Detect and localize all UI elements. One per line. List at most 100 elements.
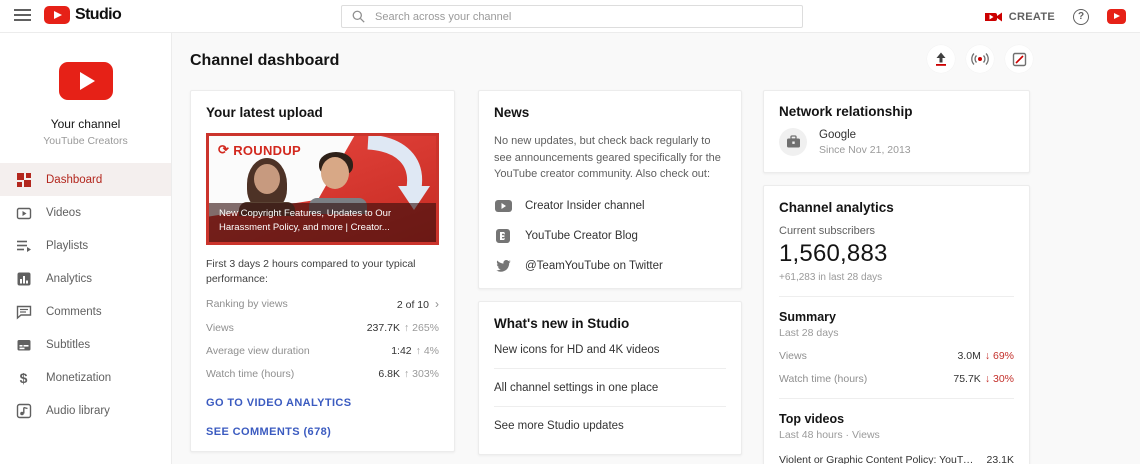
summary-views-row: Views 3.0M ↓ 69%: [779, 350, 1014, 362]
search-icon: [352, 10, 365, 23]
search-input[interactable]: [375, 10, 792, 23]
top-videos-period: Last 48 hours · Views: [779, 429, 880, 441]
sidebar-item-label: Comments: [46, 305, 102, 318]
help-icon[interactable]: ?: [1073, 8, 1089, 25]
creator-blog-link[interactable]: YouTube Creator Blog: [494, 228, 726, 243]
sidebar-item-playlists[interactable]: Playlists: [0, 229, 171, 262]
channel-analytics-card: Channel analytics Current subscribers 1,…: [763, 185, 1030, 464]
channel-name: Your channel: [50, 117, 121, 131]
creator-insider-link[interactable]: Creator Insider channel: [494, 199, 726, 212]
edit-icon: [1012, 52, 1026, 66]
video-thumbnail[interactable]: ⟳ ROUNDUP New Copyright Features, Update…: [206, 133, 439, 245]
person-left: [239, 158, 295, 216]
topbar: Studio CREATE ?: [0, 0, 1140, 33]
network-relationship-card: Network relationship Google Since Nov 21…: [763, 90, 1030, 173]
subtitles-icon: [15, 336, 32, 353]
thumbnail-badge: ⟳ ROUNDUP: [218, 142, 302, 158]
see-comments-link[interactable]: SEE COMMENTS (678): [206, 426, 332, 439]
sidebar-item-label: Dashboard: [46, 173, 103, 186]
live-icon: [971, 53, 989, 65]
network-name: Google: [819, 128, 857, 141]
sidebar-nav: Dashboard Videos Playlists Analytics Com…: [0, 163, 171, 427]
videos-icon: [15, 204, 32, 221]
sidebar-item-label: Audio library: [46, 404, 110, 417]
up-arrow-icon: ↑: [415, 345, 421, 358]
sidebar-item-dashboard[interactable]: Dashboard: [0, 163, 171, 196]
blog-icon: [494, 228, 512, 243]
upload-video-button[interactable]: [927, 45, 955, 73]
youtube-channel-icon: [494, 199, 512, 212]
ranking-row[interactable]: Ranking by views 2 of 10 ›: [206, 297, 439, 312]
sidebar-item-audio-library[interactable]: Audio library: [0, 394, 171, 427]
sidebar-item-subtitles[interactable]: Subtitles: [0, 328, 171, 361]
twitter-link[interactable]: @TeamYouTube on Twitter: [494, 259, 726, 272]
analytics-icon: [15, 270, 32, 287]
edit-button[interactable]: [1005, 45, 1033, 73]
twitter-icon: [494, 259, 512, 272]
subscribers-label: Current subscribers: [779, 225, 875, 237]
go-live-button[interactable]: [966, 45, 994, 73]
card-title: News: [494, 105, 530, 120]
performance-note: First 3 days 2 hours compared to your ty…: [206, 258, 416, 285]
account-avatar[interactable]: [1107, 9, 1126, 24]
summary-watch-time-row: Watch time (hours) 75.7K ↓ 30%: [779, 373, 1014, 385]
up-arrow-icon: ↑: [403, 322, 410, 335]
create-camera-icon: [984, 12, 1002, 21]
sidebar-item-label: Videos: [46, 206, 81, 219]
top-video-row[interactable]: Violent or Graphic Content Policy: YouTu…: [779, 454, 1014, 464]
youtube-logo-icon: [44, 6, 70, 24]
comments-icon: [15, 303, 32, 320]
sidebar-item-label: Monetization: [46, 371, 112, 384]
up-arrow-icon: ↑: [403, 368, 410, 381]
chevron-right-icon: ›: [435, 297, 439, 312]
divider: [779, 398, 1014, 399]
sidebar-item-label: Playlists: [46, 239, 89, 252]
top-video-title: Violent or Graphic Content Policy: YouTu…: [779, 454, 977, 464]
header-actions: [927, 45, 1033, 73]
create-label: CREATE: [1008, 10, 1055, 23]
card-title: Channel analytics: [779, 200, 894, 215]
down-arrow-icon: ↓: [984, 373, 991, 385]
upload-icon: [936, 52, 946, 66]
network-since: Since Nov 21, 2013: [819, 143, 911, 156]
video-title-overlay: New Copyright Features, Updates to Our H…: [209, 202, 436, 242]
top-video-views: 23.1K: [986, 454, 1014, 464]
card-title: Network relationship: [779, 104, 913, 119]
card-title: Your latest upload: [206, 105, 323, 120]
avg-duration-row: Average view duration 1:42 ↑ 4%: [206, 345, 439, 358]
create-button[interactable]: CREATE: [984, 10, 1055, 23]
page-title: Channel dashboard: [190, 52, 340, 69]
channel-owner: YouTube Creators: [43, 135, 128, 147]
dashboard-icon: [15, 171, 32, 188]
news-card: News No new updates, but check back regu…: [478, 90, 742, 289]
sidebar: Your channel YouTube Creators Dashboard …: [0, 33, 172, 464]
views-row: Views 237.7K ↑ 265%: [206, 322, 439, 335]
sidebar-item-videos[interactable]: Videos: [0, 196, 171, 229]
subscribers-count: 1,560,883: [779, 240, 888, 267]
thumbnail-arrow-graphic: [367, 136, 430, 210]
search-bar: [341, 5, 803, 28]
sidebar-item-monetization[interactable]: $ Monetization: [0, 361, 171, 394]
network-avatar: [779, 128, 807, 156]
whats-new-item[interactable]: All channel settings in one place: [494, 369, 726, 407]
summary-title: Summary: [779, 310, 836, 324]
brand-text: Studio: [75, 6, 122, 23]
channel-avatar[interactable]: [58, 62, 113, 100]
monetization-icon: $: [19, 369, 28, 386]
topbar-actions: CREATE ?: [984, 0, 1126, 33]
card-title: What's new in Studio: [494, 316, 630, 331]
sidebar-item-analytics[interactable]: Analytics: [0, 262, 171, 295]
whats-new-item[interactable]: New icons for HD and 4K videos: [494, 331, 726, 369]
sidebar-item-comments[interactable]: Comments: [0, 295, 171, 328]
see-more-studio-updates-link[interactable]: See more Studio updates: [494, 420, 624, 432]
divider: [779, 296, 1014, 297]
news-body: No new updates, but check back regularly…: [494, 135, 721, 180]
go-to-video-analytics-link[interactable]: GO TO VIDEO ANALYTICS: [206, 397, 352, 410]
down-arrow-icon: ↓: [984, 350, 991, 362]
studio-logo[interactable]: Studio: [44, 6, 122, 24]
briefcase-icon: [786, 135, 800, 148]
subscribers-delta: +61,283 in last 28 days: [779, 272, 883, 283]
sidebar-item-label: Subtitles: [46, 338, 91, 351]
menu-icon[interactable]: [14, 9, 31, 23]
top-videos-title: Top videos: [779, 412, 845, 426]
